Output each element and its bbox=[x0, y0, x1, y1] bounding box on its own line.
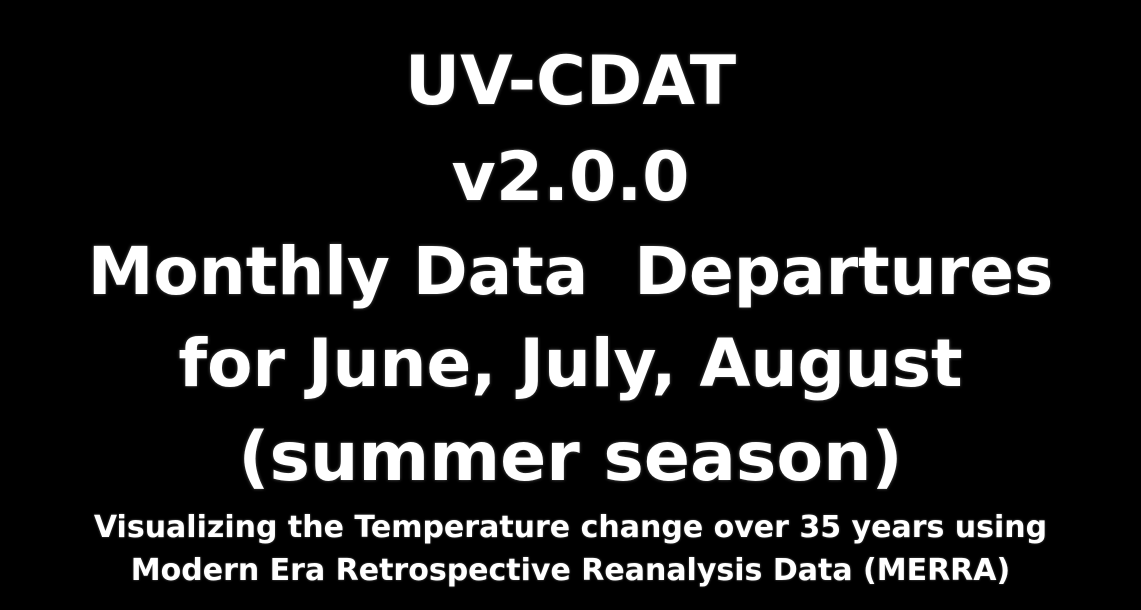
subtitle-line-description: Visualizing the Temperature change over … bbox=[93, 510, 1048, 545]
title-line-season: (summer season) bbox=[238, 418, 903, 497]
title-line-version: v2.0.0 bbox=[451, 138, 690, 217]
title-line-product: UV-CDAT bbox=[404, 42, 737, 121]
title-line-topic: Monthly Data Departures bbox=[87, 233, 1054, 310]
title-line-months: for June, July, August bbox=[178, 325, 963, 402]
subtitle-line-data-source: Modern Era Retrospective Reanalysis Data… bbox=[130, 553, 1011, 588]
